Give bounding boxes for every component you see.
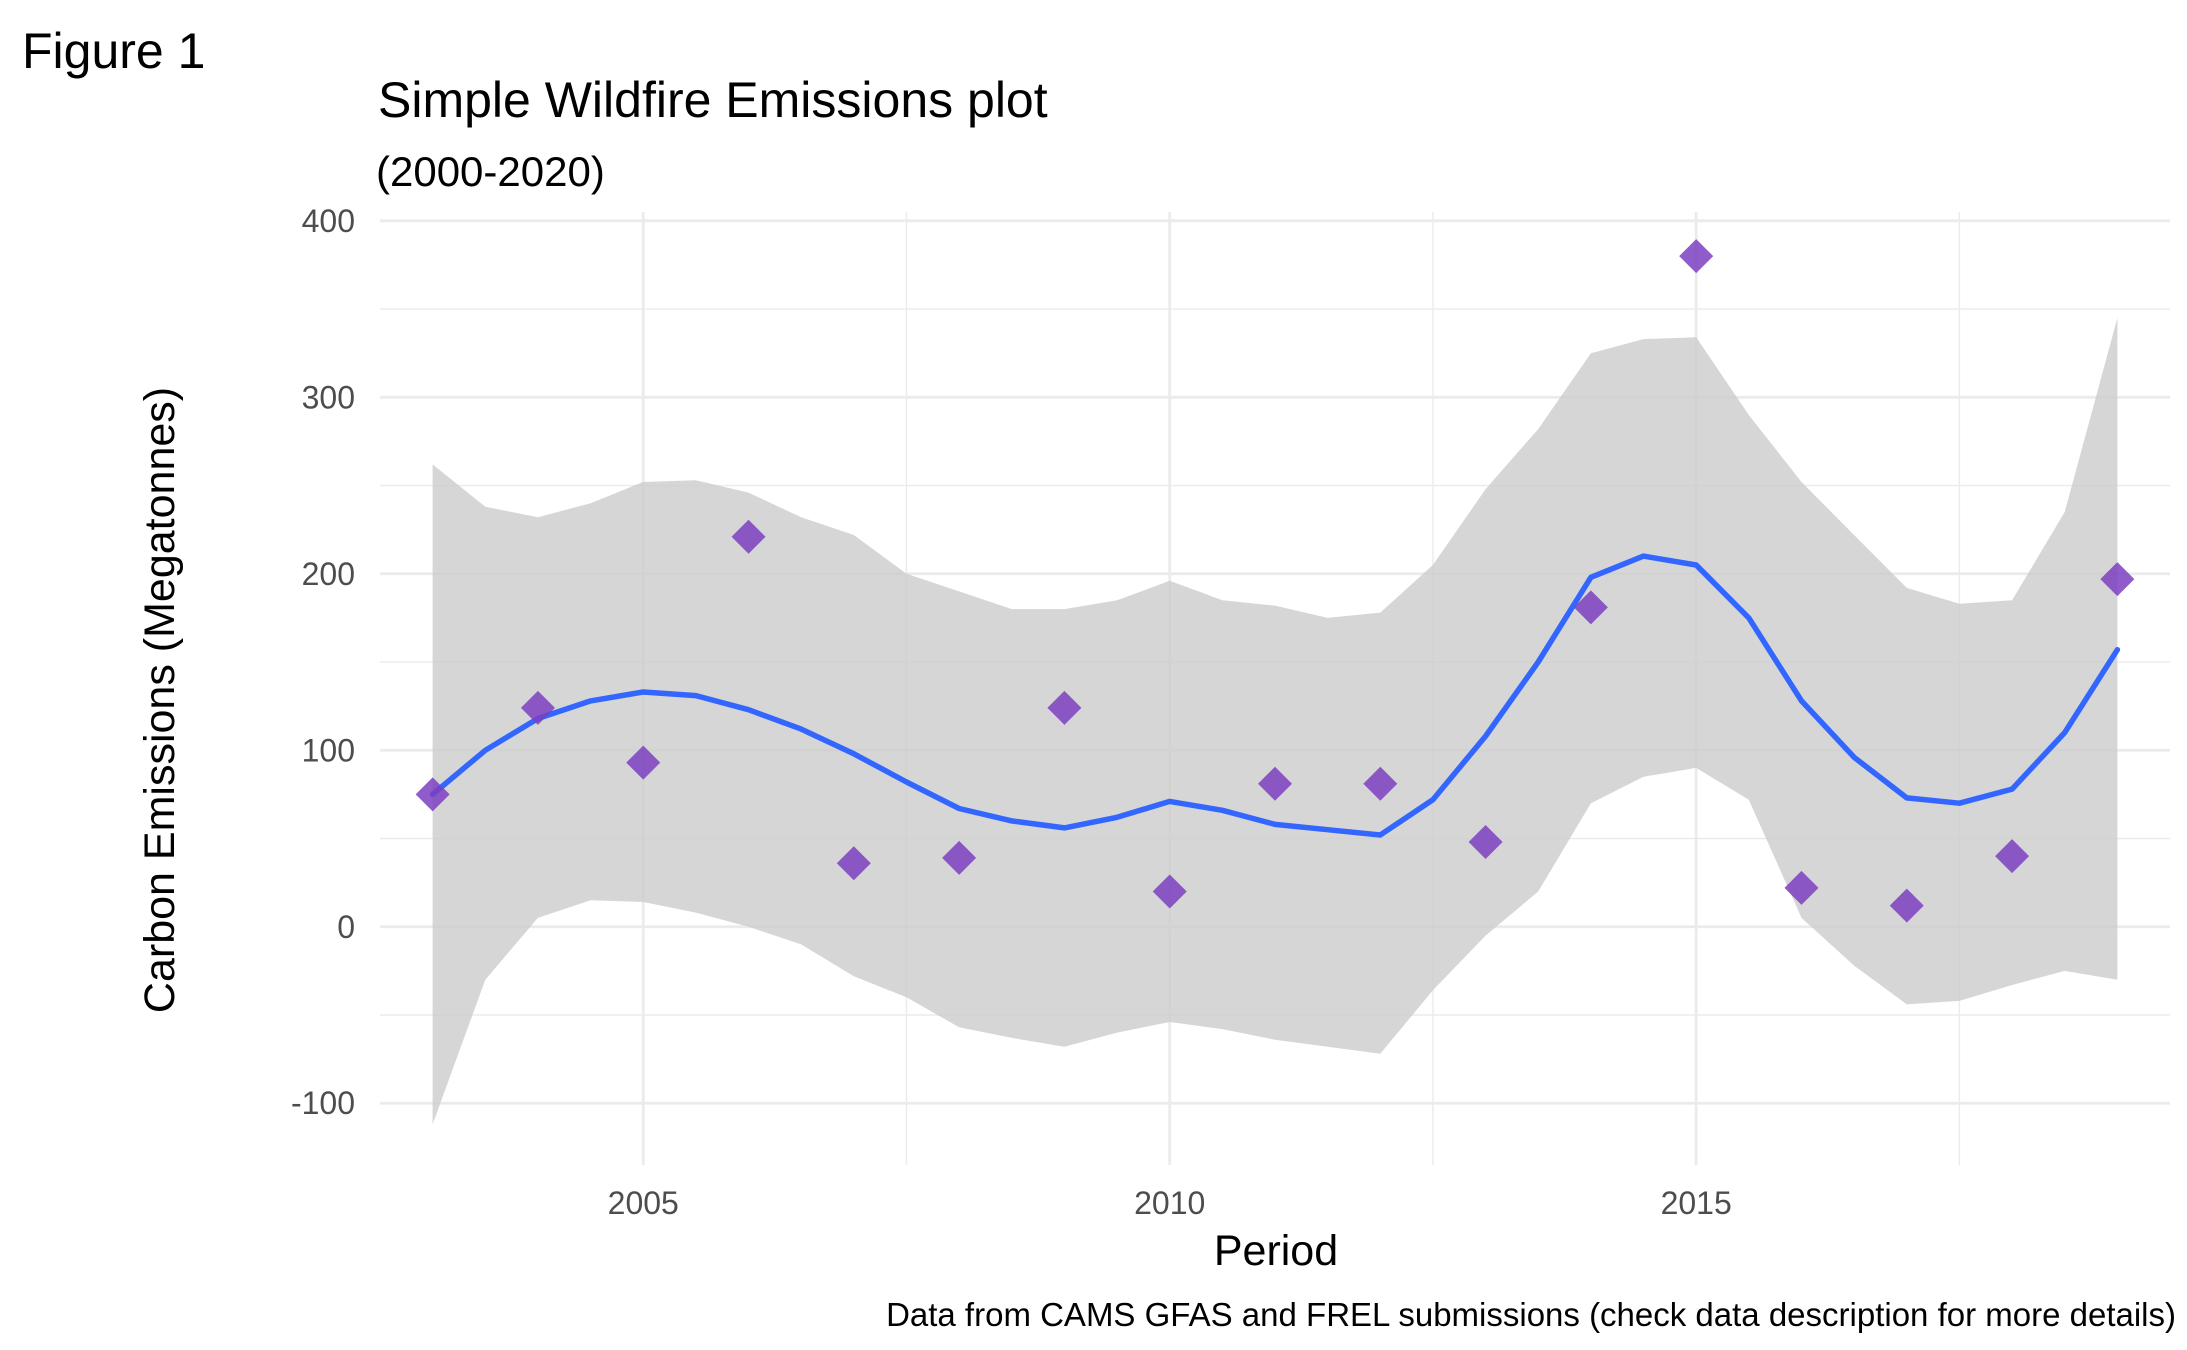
chart-title: Simple Wildfire Emissions plot	[378, 72, 1048, 128]
chart-caption: Data from CAMS GFAS and FREL submissions…	[886, 1296, 2176, 1333]
data-point	[1468, 825, 1503, 860]
data-point	[626, 745, 661, 780]
data-point	[1784, 870, 1819, 905]
chart-subtitle: (2000-2020)	[376, 148, 605, 195]
data-point	[836, 846, 871, 881]
data-point	[1573, 590, 1608, 625]
data-point	[1363, 766, 1398, 801]
data-point	[520, 690, 555, 725]
data-point	[1152, 874, 1187, 909]
data-point	[1679, 239, 1714, 274]
x-tick-label: 2005	[608, 1185, 679, 1221]
data-point	[1258, 766, 1292, 801]
data-point	[1047, 690, 1082, 725]
data-point	[1995, 839, 2030, 874]
x-tick-label: 2015	[1661, 1185, 1732, 1221]
data-point	[415, 777, 450, 812]
data-point	[2100, 562, 2135, 597]
y-tick-label: 100	[302, 732, 355, 768]
y-axis-title: Carbon Emissions (Megatonnes)	[136, 387, 184, 1013]
y-tick-label: 0	[337, 909, 355, 945]
smooth-line-group	[429, 553, 2121, 838]
x-axis-title: Period	[1214, 1227, 1338, 1275]
y-tick-label: -100	[291, 1085, 355, 1121]
data-point	[942, 840, 977, 875]
smooth-line	[429, 553, 2121, 838]
data-point	[731, 519, 766, 554]
y-tick-label: 200	[302, 556, 355, 592]
confidence-band	[432, 317, 2118, 1125]
figure-label: Figure 1	[22, 23, 206, 79]
x-tick-label: 2010	[1134, 1185, 1205, 1221]
y-tick-labels: -100 0 100 200 300 400	[291, 203, 355, 1121]
confidence-band-group	[432, 317, 2118, 1125]
y-tick-label: 300	[302, 379, 355, 415]
data-point	[1889, 888, 1924, 923]
data-points	[415, 239, 2135, 923]
x-tick-labels: 2005 2010 2015	[608, 1185, 1732, 1221]
y-tick-label: 400	[302, 203, 355, 239]
